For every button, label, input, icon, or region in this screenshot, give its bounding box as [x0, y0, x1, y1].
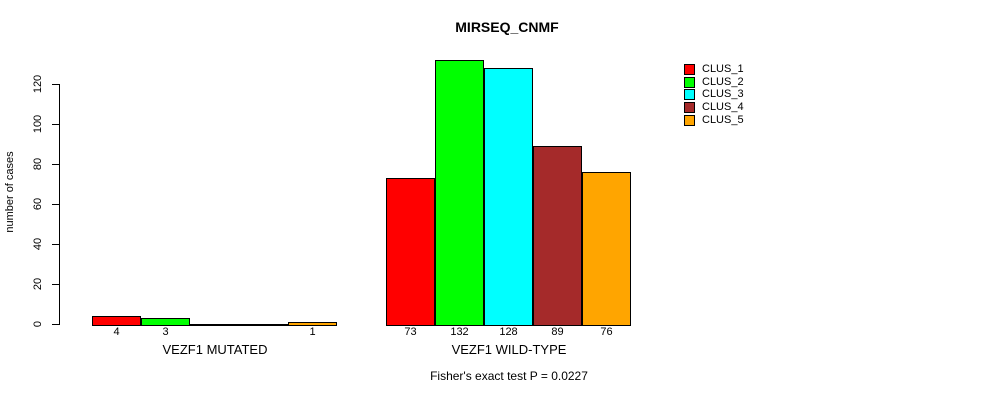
bar	[141, 318, 190, 326]
y-tick-label: 100	[32, 114, 44, 134]
bar-value-label: 89	[551, 326, 564, 338]
legend-swatch	[684, 76, 695, 88]
chart-title: MIRSEQ_CNMF	[455, 19, 559, 35]
legend-item: CLUS_2	[684, 76, 744, 89]
legend-swatch	[684, 114, 695, 126]
legend-swatch	[684, 89, 695, 101]
bar	[239, 324, 288, 326]
legend-item: CLUS_4	[684, 101, 744, 114]
legend-swatch	[684, 101, 695, 113]
y-tick	[52, 164, 59, 165]
y-tick-label: 80	[32, 157, 44, 171]
y-axis-line	[59, 84, 60, 325]
bar-value-label: 132	[450, 326, 469, 338]
y-tick-label: 20	[32, 277, 44, 291]
y-tick-label: 120	[32, 74, 44, 94]
fishers-test-annotation: Fisher's exact test P = 0.0227	[430, 369, 588, 383]
bar	[386, 178, 435, 326]
legend-label: CLUS_2	[702, 75, 744, 88]
bar	[92, 316, 141, 326]
bar-value-label: 3	[162, 326, 169, 338]
y-tick	[52, 244, 59, 245]
legend-label: CLUS_5	[702, 113, 744, 126]
y-tick-label: 60	[32, 197, 44, 211]
legend-item: CLUS_3	[684, 88, 744, 101]
bar	[435, 60, 484, 326]
y-tick	[52, 284, 59, 285]
legend-label: CLUS_4	[702, 100, 744, 113]
legend-item: CLUS_1	[684, 63, 744, 76]
bar-value-label: 76	[600, 326, 613, 338]
bar	[582, 172, 631, 326]
bar	[533, 146, 582, 326]
bar-value-label: 4	[113, 326, 120, 338]
group-label-wildtype: VEZF1 WILD-TYPE	[451, 342, 567, 357]
bar	[484, 68, 533, 326]
legend-item: CLUS_5	[684, 114, 744, 127]
bar	[190, 324, 239, 326]
y-tick	[52, 324, 59, 325]
y-tick	[52, 84, 59, 85]
group-label-mutated: VEZF1 MUTATED	[162, 342, 268, 357]
legend-swatch	[684, 63, 695, 75]
bar-value-label: 128	[499, 326, 518, 338]
y-tick-label: 0	[32, 320, 44, 328]
bar-value-label: 73	[404, 326, 417, 338]
y-tick	[52, 124, 59, 125]
y-tick	[52, 204, 59, 205]
legend: CLUS_1 CLUS_2 CLUS_3 CLUS_4 CLUS_5	[684, 63, 744, 126]
legend-label: CLUS_3	[702, 88, 744, 101]
bar	[288, 322, 337, 326]
legend-label: CLUS_1	[702, 62, 744, 75]
bar-value-label: 1	[309, 326, 316, 338]
y-tick-label: 40	[32, 237, 44, 251]
